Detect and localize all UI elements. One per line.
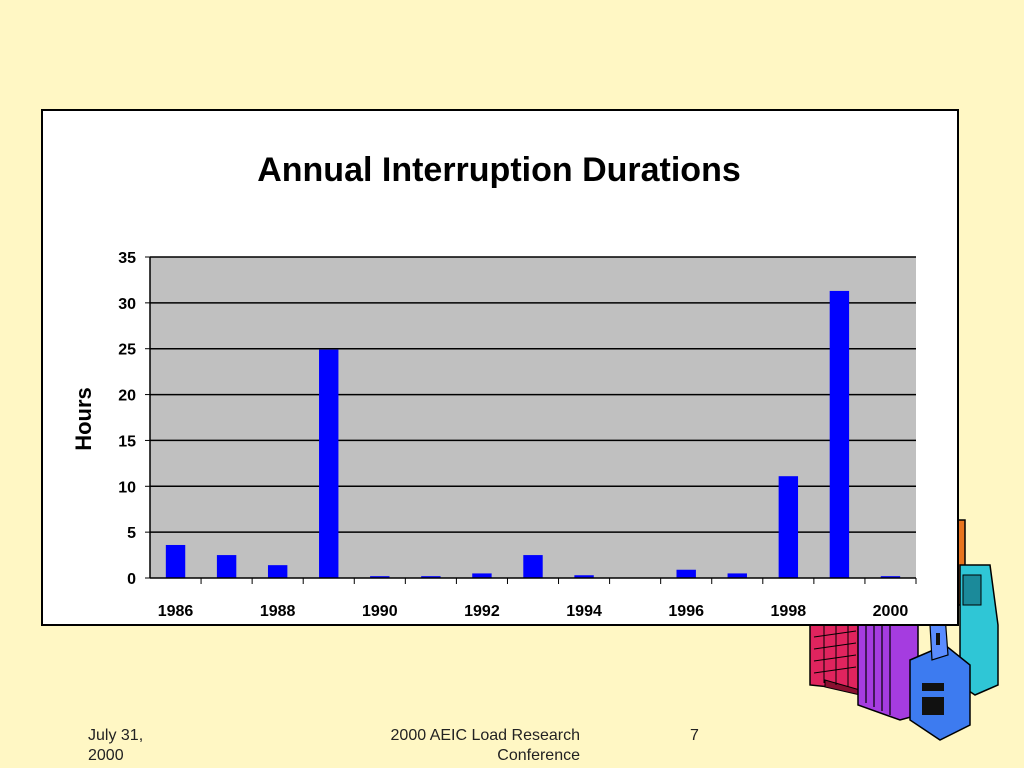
x-tick-label: 1994 bbox=[566, 603, 602, 620]
bar-2000 bbox=[880, 576, 901, 578]
x-tick-labels: 1986 1988 1990 1992 1994 1996 1998 2000 bbox=[158, 603, 909, 620]
bar-1997 bbox=[727, 573, 747, 578]
x-tick-label: 1998 bbox=[771, 603, 807, 620]
bar-1998 bbox=[778, 476, 799, 578]
chart-title: Annual Interruption Durations bbox=[257, 151, 741, 189]
y-tick-label: 0 bbox=[127, 571, 136, 588]
y-tick-label: 15 bbox=[118, 433, 136, 450]
bar-1988 bbox=[267, 565, 288, 578]
y-tick-label: 35 bbox=[118, 250, 136, 267]
bar-1996 bbox=[676, 569, 696, 578]
footer-date: July 31, 2000 bbox=[88, 727, 144, 764]
x-tick-label: 2000 bbox=[873, 603, 909, 620]
x-tick-label: 1996 bbox=[668, 603, 704, 620]
bar-1990 bbox=[370, 576, 390, 578]
footer-conference: 2000 AEIC Load Research Conference bbox=[390, 727, 580, 764]
y-tick-label: 20 bbox=[118, 388, 136, 405]
bar-1999 bbox=[829, 290, 850, 578]
bar-chart: Annual Interruption Durations Hours 0 5 10… bbox=[71, 151, 917, 620]
bar-1986 bbox=[165, 544, 186, 578]
footer-page-number: 7 bbox=[690, 727, 699, 744]
y-tick-labels: 0 5 10 15 20 25 30 35 bbox=[118, 250, 136, 588]
x-tick-label: 1986 bbox=[158, 603, 194, 620]
plot-area bbox=[150, 257, 916, 578]
axes bbox=[145, 256, 917, 584]
y-tick-label: 5 bbox=[127, 525, 136, 542]
bar-1991 bbox=[421, 576, 441, 578]
bar-1989 bbox=[319, 349, 339, 578]
bar-1993 bbox=[523, 555, 543, 578]
y-axis-label: Hours bbox=[71, 387, 96, 451]
bars-group bbox=[165, 290, 901, 578]
y-tick-label: 30 bbox=[118, 296, 136, 313]
x-tick-label: 1988 bbox=[260, 603, 296, 620]
y-tick-label: 10 bbox=[118, 479, 136, 496]
x-tick-label: 1992 bbox=[464, 603, 500, 620]
bar-1992 bbox=[472, 573, 492, 578]
bar-1994 bbox=[574, 575, 594, 578]
bar-1987 bbox=[216, 555, 237, 578]
chart-container: Annual Interruption Durations Hours 0 5 10… bbox=[41, 109, 959, 626]
y-tick-label: 25 bbox=[118, 342, 136, 359]
x-tick-label: 1990 bbox=[362, 603, 398, 620]
